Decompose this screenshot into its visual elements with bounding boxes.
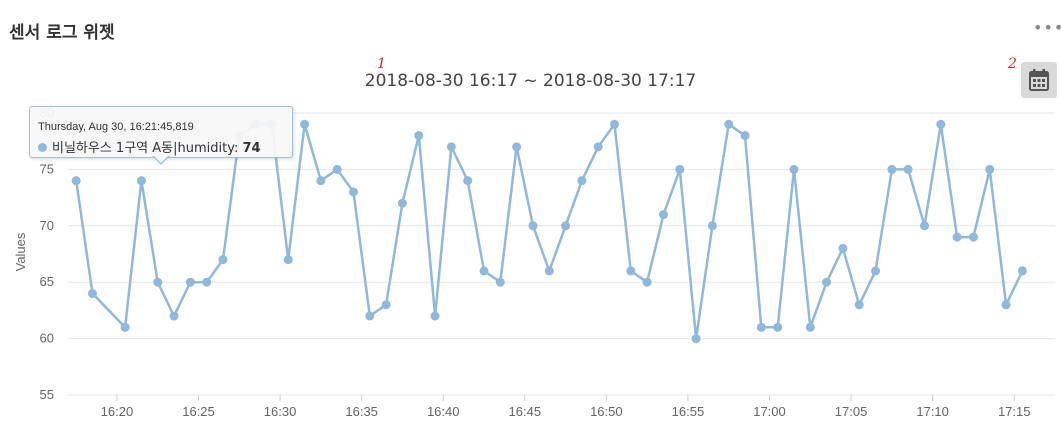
data-point[interactable] <box>463 176 472 185</box>
data-point[interactable] <box>1002 300 1011 309</box>
x-tick-label: 17:10 <box>916 404 949 419</box>
data-point[interactable] <box>838 244 847 253</box>
data-point[interactable] <box>121 323 130 332</box>
tooltip-caret-inner <box>153 155 169 163</box>
data-point[interactable] <box>659 210 668 219</box>
data-point[interactable] <box>708 221 717 230</box>
data-point[interactable] <box>528 221 537 230</box>
data-point[interactable] <box>300 120 309 129</box>
data-point[interactable] <box>349 187 358 196</box>
data-point[interactable] <box>904 165 913 174</box>
data-point[interactable] <box>806 323 815 332</box>
data-point[interactable] <box>920 221 929 230</box>
data-point[interactable] <box>333 165 342 174</box>
data-point[interactable] <box>773 323 782 332</box>
data-point[interactable] <box>186 278 195 287</box>
y-axis-label: Values <box>13 232 28 271</box>
data-point[interactable] <box>953 233 962 242</box>
y-tick-label: 75 <box>40 161 54 176</box>
x-tick-label: 16:45 <box>509 404 542 419</box>
data-point[interactable] <box>871 266 880 275</box>
tooltip-row: 비닐하우스 1구역 A동|humidity: 74 <box>38 137 261 156</box>
x-tick-label: 16:30 <box>264 404 297 419</box>
y-tick-label: 60 <box>40 331 54 346</box>
data-point[interactable] <box>561 221 570 230</box>
data-point[interactable] <box>414 131 423 140</box>
data-point[interactable] <box>692 334 701 343</box>
data-point[interactable] <box>365 312 374 321</box>
data-point[interactable] <box>398 199 407 208</box>
data-point[interactable] <box>610 120 619 129</box>
data-point[interactable] <box>887 165 896 174</box>
data-point[interactable] <box>480 266 489 275</box>
data-point[interactable] <box>284 255 293 264</box>
data-point[interactable] <box>202 278 211 287</box>
data-point[interactable] <box>496 278 505 287</box>
data-tooltip: Thursday, Aug 30, 16:21:45,819 비닐하우스 1구역… <box>29 106 293 158</box>
data-point[interactable] <box>545 266 554 275</box>
data-point[interactable] <box>969 233 978 242</box>
x-tick-label: 17:05 <box>835 404 868 419</box>
x-tick-label: 16:50 <box>590 404 623 419</box>
data-point[interactable] <box>594 142 603 151</box>
x-tick-label: 16:55 <box>672 404 705 419</box>
data-point[interactable] <box>724 120 733 129</box>
data-point[interactable] <box>431 312 440 321</box>
data-point[interactable] <box>643 278 652 287</box>
data-point[interactable] <box>512 142 521 151</box>
data-point[interactable] <box>316 176 325 185</box>
data-point[interactable] <box>577 176 586 185</box>
y-tick-label: 55 <box>40 387 54 402</box>
data-point[interactable] <box>153 278 162 287</box>
data-point[interactable] <box>1018 266 1027 275</box>
y-tick-label: 65 <box>40 274 54 289</box>
data-point[interactable] <box>170 312 179 321</box>
data-point[interactable] <box>382 300 391 309</box>
x-tick-label: 16:25 <box>182 404 215 419</box>
series-marker-icon <box>38 143 47 152</box>
data-point[interactable] <box>447 142 456 151</box>
data-point[interactable] <box>757 323 766 332</box>
x-tick-label: 17:00 <box>753 404 786 419</box>
data-point[interactable] <box>741 131 750 140</box>
x-tick-label: 16:40 <box>427 404 460 419</box>
x-tick-label: 17:15 <box>998 404 1031 419</box>
data-point[interactable] <box>626 266 635 275</box>
data-point[interactable] <box>218 255 227 264</box>
data-point[interactable] <box>137 176 146 185</box>
tooltip-series-label: 비닐하우스 1구역 A동|humidity: <box>52 141 238 156</box>
x-axis-ticks: 16:20 16:25 16:30 16:35 16:40 16:45 16:50 16:55… <box>101 395 1031 419</box>
tooltip-value: 74 <box>242 141 260 156</box>
data-point[interactable] <box>88 289 97 298</box>
x-tick-label: 16:20 <box>101 404 134 419</box>
data-point[interactable] <box>855 300 864 309</box>
data-point[interactable] <box>675 165 684 174</box>
data-point[interactable] <box>936 120 945 129</box>
y-tick-label: 70 <box>40 218 54 233</box>
data-point[interactable] <box>72 176 81 185</box>
x-tick-label: 16:35 <box>345 404 378 419</box>
data-point[interactable] <box>822 278 831 287</box>
tooltip-date: Thursday, Aug 30, 16:21:45,819 <box>38 121 194 133</box>
data-point[interactable] <box>985 165 994 174</box>
data-point[interactable] <box>789 165 798 174</box>
